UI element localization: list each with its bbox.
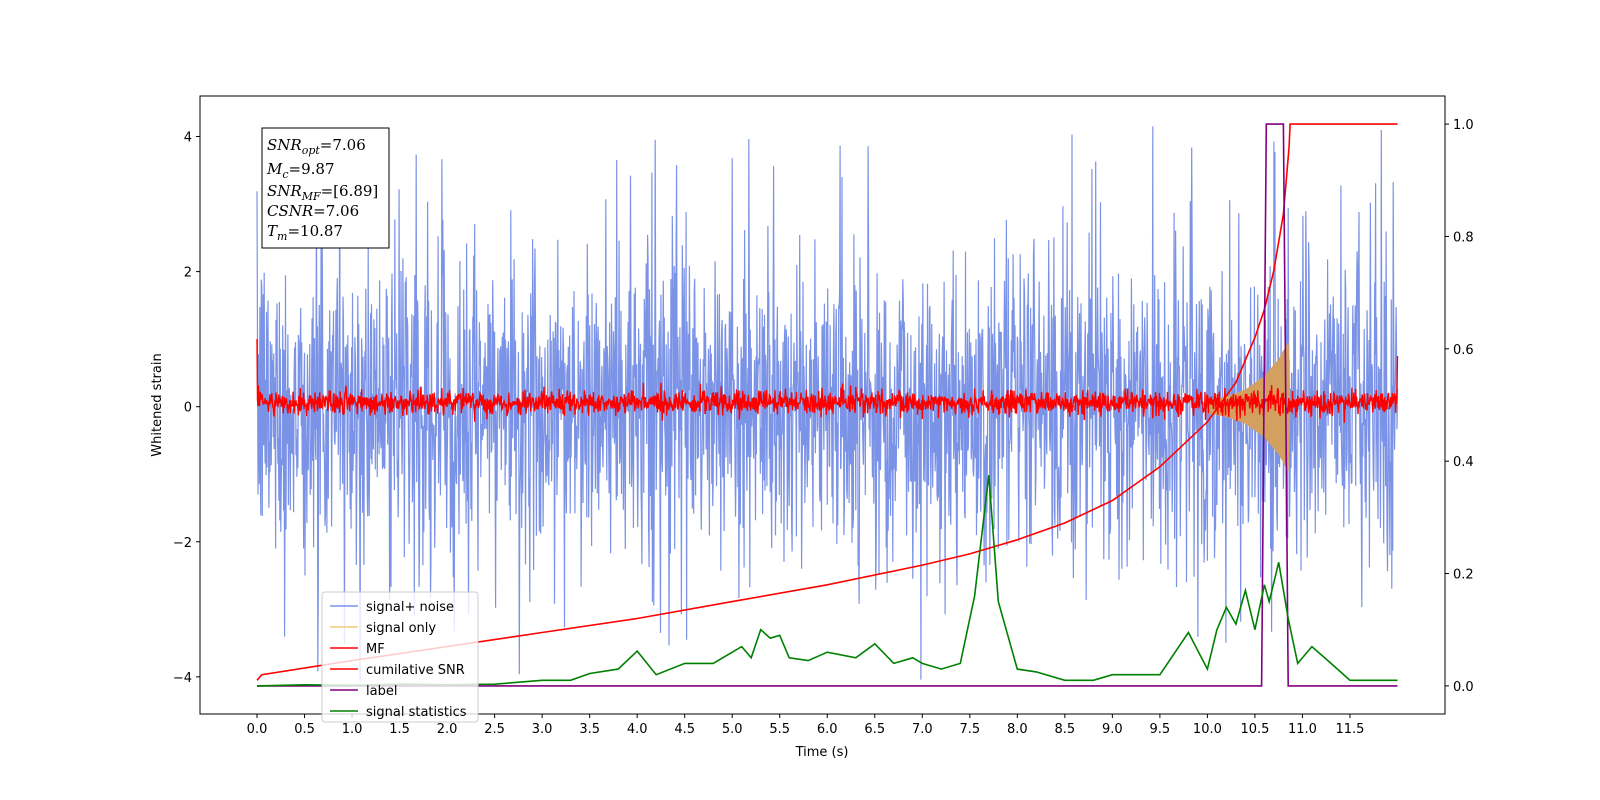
x-tick-label: 8.0 <box>1007 722 1028 737</box>
x-tick-label: 5.0 <box>722 722 743 737</box>
x-tick-label: 10.0 <box>1193 722 1222 737</box>
x-tick-label: 5.5 <box>769 722 790 737</box>
series-layer <box>256 123 1399 687</box>
x-tick-label: 3.0 <box>532 722 553 737</box>
x-tick-label: 8.5 <box>1055 722 1076 737</box>
stats-annotation: SNRopt=7.06 Mc=9.87 SNRMF=[6.89] CSNR=7.… <box>261 127 390 249</box>
x-axis: 0.0 0.5 1.0 1.5 2.0 2.5 3.0 3.5 4.0 4.5 5.0 5.5 6.0 6… <box>247 714 1364 737</box>
y2-tick-label: 1.0 <box>1453 118 1474 133</box>
y-axis-right: 1.0 0.8 0.6 0.4 0.2 0.0 <box>1445 118 1474 695</box>
x-tick-label: 0.5 <box>294 722 315 737</box>
series-signal-noise <box>256 126 1399 683</box>
y-axis-label: Whitened strain <box>150 353 165 456</box>
legend-label: signal statistics <box>366 705 467 720</box>
annotation-csnr: CSNR=7.06 <box>267 202 359 220</box>
y2-tick-label: 0.6 <box>1453 343 1474 358</box>
axes-frame <box>199 95 1446 715</box>
x-tick-label: 6.0 <box>817 722 838 737</box>
x-axis-label: Time (s) <box>795 745 849 760</box>
legend-label: label <box>366 684 397 699</box>
stats-annotation-box <box>261 127 390 249</box>
x-tick-label: 9.5 <box>1150 722 1171 737</box>
series-mf <box>256 339 1399 423</box>
x-tick-label: 2.0 <box>437 722 458 737</box>
series-label <box>257 123 1398 687</box>
x-tick-label: 3.5 <box>579 722 600 737</box>
y-axis-left: 4 2 0 −2 −4 <box>173 131 200 686</box>
x-tick-label: 7.5 <box>959 722 980 737</box>
y2-tick-label: 0.8 <box>1453 230 1474 245</box>
legend-label: signal+ noise <box>366 600 454 615</box>
x-tick-label: 9.0 <box>1102 722 1123 737</box>
y2-tick-label: 0.4 <box>1453 455 1474 470</box>
x-tick-label: 11.0 <box>1288 722 1317 737</box>
x-tick-label: 7.0 <box>912 722 933 737</box>
x-tick-label: 0.0 <box>247 722 268 737</box>
y-tick-label: 4 <box>184 131 192 146</box>
x-tick-label: 2.5 <box>484 722 505 737</box>
legend-label: cumilative SNR <box>366 663 465 678</box>
y-tick-label: 2 <box>184 266 192 281</box>
y-tick-label: −4 <box>173 671 192 686</box>
annotation-tm: Tm=10.87 <box>267 222 343 243</box>
x-tick-label: 4.5 <box>674 722 695 737</box>
annotation-snr-mf: SNRMF=[6.89] <box>267 182 378 203</box>
y-tick-label: 0 <box>184 401 192 416</box>
x-tick-label: 1.0 <box>342 722 363 737</box>
series-signal-statistics <box>256 475 1398 687</box>
y2-tick-label: 0.0 <box>1453 680 1474 695</box>
y-tick-label: −2 <box>173 536 192 551</box>
series-cumulative-snr <box>256 123 1398 681</box>
x-tick-label: 1.5 <box>389 722 410 737</box>
annotation-mc: Mc=9.87 <box>266 160 335 181</box>
legend-label: signal only <box>366 621 436 636</box>
x-tick-label: 10.5 <box>1240 722 1269 737</box>
legend-box <box>321 591 479 723</box>
legend: signal+ noise signal only MF cumilative SNR… <box>321 591 479 723</box>
y2-tick-label: 0.2 <box>1453 568 1474 583</box>
x-tick-label: 11.5 <box>1335 722 1364 737</box>
annotation-snr-opt: SNRopt=7.06 <box>267 136 366 157</box>
legend-label: MF <box>366 642 385 657</box>
x-tick-label: 4.0 <box>627 722 648 737</box>
x-tick-label: 6.5 <box>864 722 885 737</box>
